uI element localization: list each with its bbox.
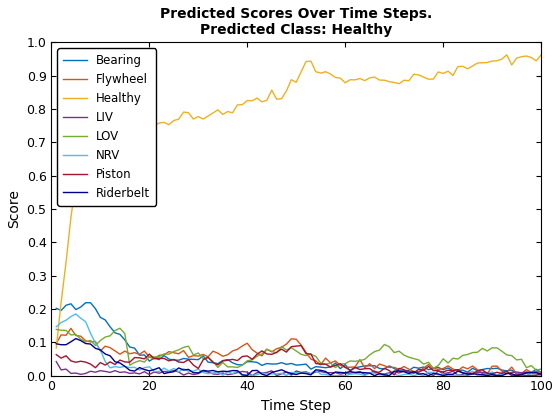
Healthy [146, 125, 153, 130]
LOV [518, 357, 525, 362]
Flywheel [68, 326, 74, 331]
Healthy [342, 80, 348, 85]
Flywheel [170, 350, 177, 355]
Piston [523, 373, 530, 378]
LOV [533, 368, 540, 373]
Flywheel [523, 367, 530, 372]
Bearing [347, 368, 353, 373]
NRV [352, 371, 358, 376]
NRV [170, 366, 177, 371]
LIV [347, 371, 353, 376]
NRV [53, 324, 59, 329]
Piston [347, 368, 353, 373]
Riderbelt [244, 373, 251, 378]
LIV [53, 359, 59, 364]
Piston [146, 352, 153, 357]
Bearing [538, 370, 544, 375]
Healthy [538, 52, 544, 58]
Line: Bearing: Bearing [56, 303, 541, 374]
Line: Flywheel: Flywheel [56, 328, 541, 374]
Riderbelt [508, 371, 515, 376]
NRV [508, 373, 515, 378]
Line: LIV: LIV [56, 362, 541, 375]
LIV [249, 373, 255, 378]
Flywheel [347, 365, 353, 370]
Piston [53, 352, 59, 357]
Line: Riderbelt: Riderbelt [56, 339, 541, 375]
LIV [307, 371, 314, 376]
LOV [503, 352, 510, 357]
Bearing [151, 356, 157, 361]
Riderbelt [352, 370, 358, 375]
Bearing [503, 368, 510, 373]
Line: Healthy: Healthy [56, 55, 541, 348]
LIV [166, 370, 172, 375]
Healthy [166, 122, 172, 127]
Riderbelt [523, 370, 530, 375]
LIV [503, 371, 510, 376]
Bearing [53, 306, 59, 311]
Riderbelt [538, 372, 544, 377]
X-axis label: Time Step: Time Step [261, 399, 331, 413]
NRV [312, 368, 319, 373]
LOV [151, 354, 157, 360]
Riderbelt [170, 369, 177, 374]
Piston [298, 343, 305, 348]
LOV [307, 352, 314, 357]
Y-axis label: Score: Score [7, 189, 21, 228]
Bearing [523, 371, 530, 376]
Riderbelt [53, 341, 59, 346]
LOV [170, 349, 177, 354]
NRV [523, 373, 530, 378]
Title: Predicted Scores Over Time Steps.
Predicted Class: Healthy: Predicted Scores Over Time Steps. Predic… [160, 7, 432, 37]
Riderbelt [151, 367, 157, 372]
Flywheel [151, 356, 157, 361]
Bearing [514, 371, 520, 376]
Line: LOV: LOV [56, 328, 541, 370]
NRV [151, 369, 157, 374]
Legend: Bearing, Flywheel, Healthy, LIV, LOV, NRV, Piston, Riderbelt: Bearing, Flywheel, Healthy, LIV, LOV, NR… [57, 48, 156, 205]
Healthy [503, 52, 510, 58]
Bearing [170, 357, 177, 362]
Flywheel [538, 370, 544, 375]
NRV [538, 373, 544, 378]
Piston [508, 373, 515, 378]
Healthy [53, 346, 59, 351]
Bearing [307, 367, 314, 372]
LIV [146, 372, 153, 377]
Piston [307, 352, 314, 357]
LOV [53, 327, 59, 332]
LIV [518, 370, 525, 375]
Flywheel [307, 357, 314, 362]
Flywheel [508, 365, 515, 370]
Riderbelt [312, 368, 319, 373]
NRV [72, 311, 79, 316]
Line: NRV: NRV [56, 314, 541, 375]
Healthy [302, 59, 309, 64]
Healthy [518, 54, 525, 59]
LOV [347, 358, 353, 363]
Healthy [498, 57, 505, 62]
LIV [538, 371, 544, 376]
Riderbelt [72, 336, 79, 341]
Line: Piston: Piston [56, 346, 541, 375]
LOV [116, 326, 123, 331]
Piston [166, 358, 172, 363]
NRV [239, 373, 246, 378]
Flywheel [53, 341, 59, 346]
Flywheel [484, 372, 491, 377]
Bearing [82, 300, 89, 305]
LOV [538, 367, 544, 372]
Piston [538, 371, 544, 376]
Piston [503, 369, 510, 374]
